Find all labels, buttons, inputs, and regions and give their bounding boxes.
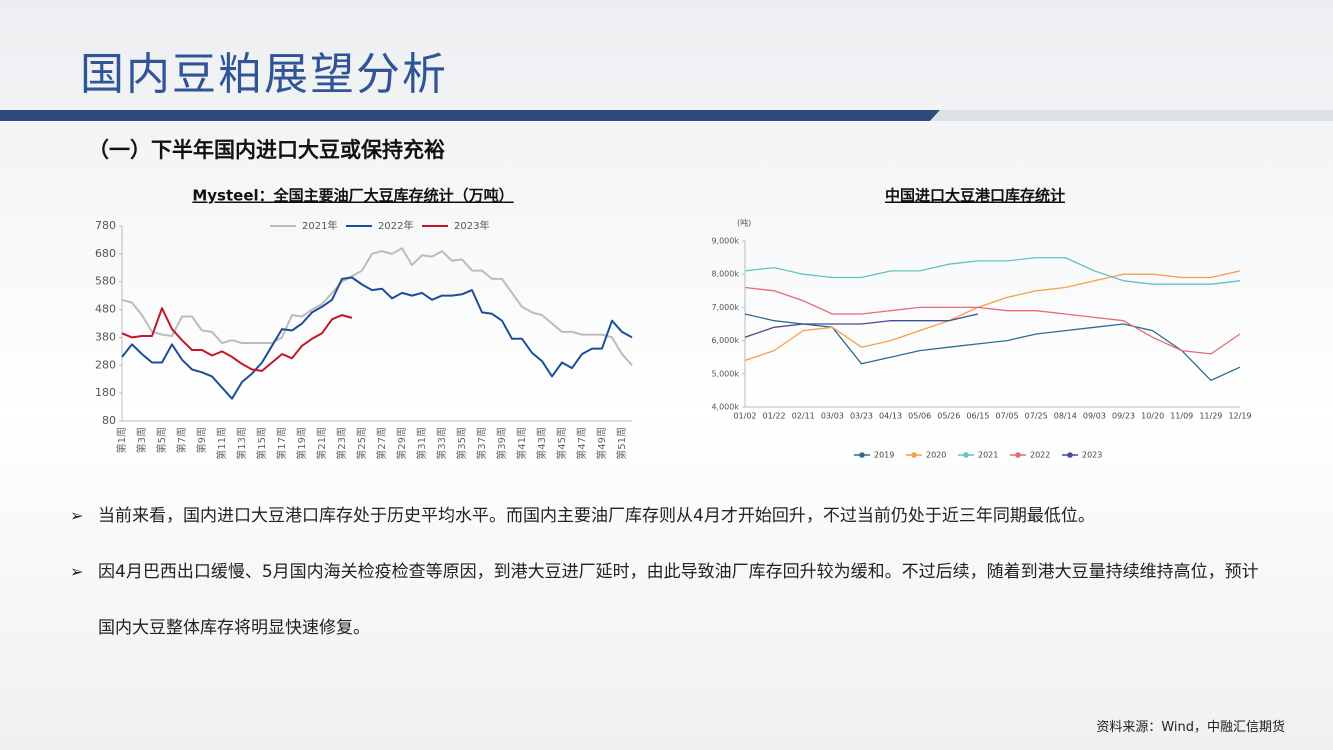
legend-label: 2021年 [302,219,337,232]
x-tick-label: 08/14 [1054,412,1077,421]
y-unit: (吨) [737,218,751,228]
y-tick-label: 580 [95,275,116,288]
legend-label: 2021 [978,451,998,460]
y-tick-label: 480 [95,303,116,316]
y-tick-label: 780 [95,219,116,232]
y-tick-label: 5,000k [711,369,739,378]
x-tick-label: 11/09 [1170,412,1193,421]
y-tick-label: 180 [95,386,116,399]
x-tick-label: 第11周 [215,427,228,460]
x-tick-label: 第31周 [415,427,428,460]
x-tick-label: 05/26 [937,412,960,421]
x-tick-label: 第23周 [335,427,348,460]
y-tick-label: 280 [95,358,116,371]
y-tick-label: 8,000k [711,270,739,279]
x-tick-label: 第17周 [275,427,288,460]
x-tick-label: 第7周 [175,427,188,453]
x-tick-label: 03/03 [821,412,844,421]
legend-label: 2022 [1030,451,1050,460]
x-tick-label: 第51周 [615,427,628,460]
series-line [744,286,1241,355]
x-tick-label: 第27周 [375,427,388,460]
header-bar-light [930,110,1333,121]
x-tick-label: 第25周 [355,427,368,460]
y-tick-label: 7,000k [711,303,739,312]
y-tick-label: 4,000k [711,403,739,412]
x-tick-label: 第19周 [295,427,308,460]
x-tick-label: 12/19 [1228,412,1251,421]
y-tick-label: 380 [95,330,116,343]
series-line [121,247,633,366]
section-title: （一）下半年国内进口大豆或保持充裕 [88,138,445,162]
legend-marker [1015,452,1021,458]
x-tick-label: 第21周 [315,427,328,460]
x-tick-label: 第1周 [115,427,128,453]
bullet-list: 当前来看，国内进口大豆港口库存处于历史平均水平。而国内主要油厂库存则从4月才开始… [70,488,1260,656]
x-tick-label: 09/03 [1083,412,1106,421]
x-tick-label: 01/02 [733,412,756,421]
x-tick-label: 第45周 [555,427,568,460]
x-tick-label: 第37周 [475,427,488,460]
y-tick-label: 9,000k [711,237,739,246]
source-note: 资料来源：Wind，中融汇信期货 [1096,720,1285,735]
series-line [121,307,353,372]
y-tick-label: 680 [95,247,116,260]
series-line [744,313,979,338]
chart-title: 中国进口大豆港口库存统计 [885,187,1065,205]
x-tick-label: 05/06 [908,412,931,421]
x-tick-label: 第39周 [495,427,508,460]
legend-label: 2019 [874,451,894,460]
x-tick-label: 03/23 [850,412,873,421]
x-tick-label: 11/29 [1199,412,1222,421]
x-tick-label: 04/13 [879,412,902,421]
x-tick-label: 06/15 [966,412,989,421]
x-tick-label: 第35周 [455,427,468,460]
x-tick-label: 第33周 [435,427,448,460]
x-tick-label: 09/23 [1112,412,1135,421]
legend-label: 2023 [1082,451,1102,460]
x-tick-label: 10/20 [1141,412,1164,421]
x-tick-label: 第3周 [135,427,148,453]
x-tick-label: 第15周 [255,427,268,460]
x-tick-label: 07/25 [1025,412,1048,421]
header-bar [0,110,940,121]
series-line [744,270,1241,362]
series-line [744,256,1241,285]
bullet: 当前来看，国内进口大豆港口库存处于历史平均水平。而国内主要油厂库存则从4月才开始… [70,488,1260,544]
chart-title: Mysteel：全国主要油厂大豆库存统计（万吨） [192,187,513,205]
legend-marker [911,452,917,458]
x-tick-label: 第29周 [395,427,408,460]
x-tick-label: 第9周 [195,427,208,453]
bullet: 因4月巴西出口缓慢、5月国内海关检疫检查等原因，到港大豆进厂延时，由此导致油厂库… [70,544,1260,656]
legend-label: 2020 [926,451,946,460]
x-tick-label: 第41周 [515,427,528,460]
x-tick-label: 第13周 [235,427,248,460]
legend-marker [1067,452,1073,458]
legend-marker [859,452,865,458]
y-tick-label: 6,000k [711,336,739,345]
legend-label: 2022年 [378,219,413,232]
series-line [121,276,633,400]
series-line [744,313,1241,382]
x-tick-label: 第5周 [155,427,168,453]
legend-marker [963,452,969,458]
x-tick-label: 第47周 [575,427,588,460]
slide-title: 国内豆粕展望分析 [80,49,448,100]
x-tick-label: 07/05 [996,412,1019,421]
x-tick-label: 第43周 [535,427,548,460]
legend-label: 2023年 [454,219,489,232]
x-tick-label: 02/11 [792,412,815,421]
x-tick-label: 第49周 [595,427,608,460]
x-tick-label: 01/22 [763,412,786,421]
y-tick-label: 80 [102,414,116,427]
